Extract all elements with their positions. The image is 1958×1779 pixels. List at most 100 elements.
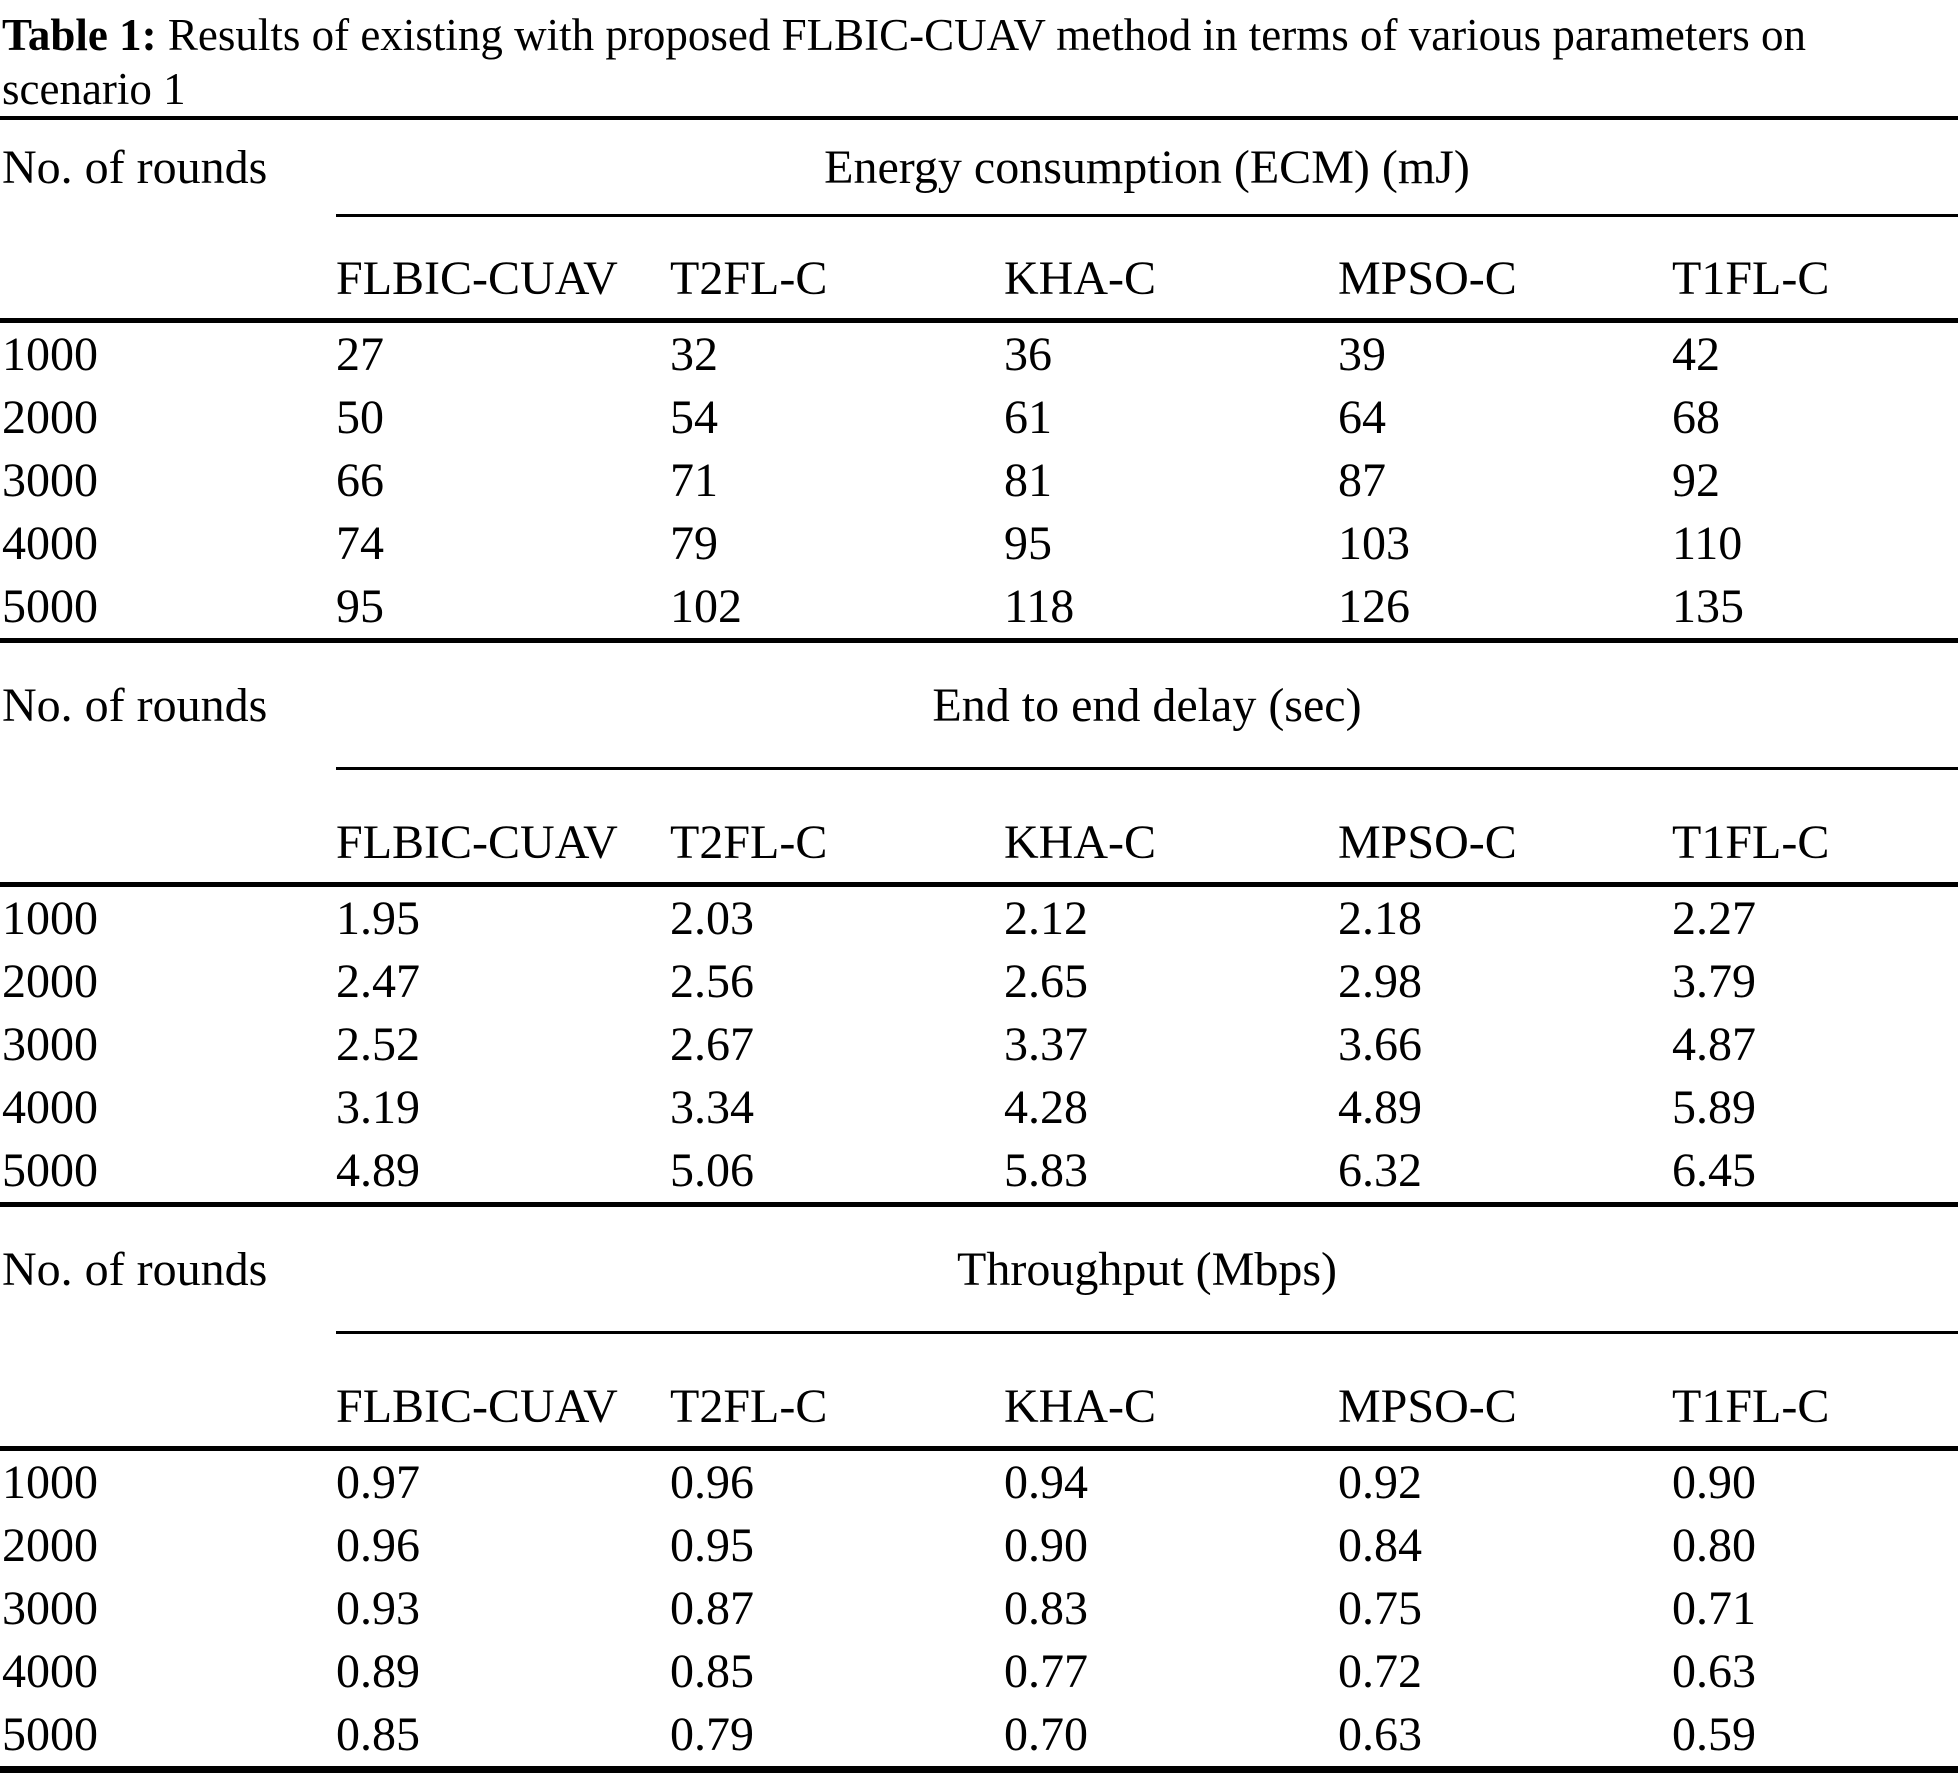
metric-value: 81: [1004, 454, 1052, 507]
metric-value: 4.89: [1338, 1081, 1422, 1134]
metric-value: 2.27: [1672, 892, 1756, 945]
metric-value: 0.75: [1338, 1582, 1422, 1635]
metric-value: 2.67: [670, 1018, 754, 1071]
metric-value: 0.96: [336, 1519, 420, 1572]
metric-value: 71: [670, 454, 718, 507]
data-rows: 1000 1.95 2.03 2.12 2.18 2.27 2000 2.47 2.56 2.65…: [0, 887, 1958, 1202]
round-value: 2000: [2, 1519, 98, 1572]
metric-underline-rule: [336, 214, 1958, 217]
metric-value: 32: [670, 328, 718, 381]
method-column-header: KHA-C: [1004, 1380, 1156, 1433]
metric-value: 118: [1004, 580, 1075, 633]
table-section: No. of rounds End to end delay (sec) FLB…: [0, 643, 1958, 1207]
table-row: 3000 66 71 81 87 92: [0, 449, 1958, 512]
table-caption: Table 1: Results of existing with propos…: [0, 0, 1958, 116]
method-column-header: T2FL-C: [670, 816, 828, 869]
row-axis-label: No. of rounds: [2, 1242, 268, 1296]
table-row: 5000 4.89 5.06 5.83 6.32 6.45: [0, 1139, 1958, 1202]
metric-value: 95: [1004, 517, 1052, 570]
metric-value: 0.94: [1004, 1456, 1088, 1509]
metric-value: 0.96: [670, 1456, 754, 1509]
metric-value: 0.83: [1004, 1582, 1088, 1635]
metric-value: 2.52: [336, 1018, 420, 1071]
table-row: 3000 0.93 0.87 0.83 0.75 0.71: [0, 1577, 1958, 1640]
metric-underline-rule: [336, 767, 1958, 770]
metric-value: 5.06: [670, 1144, 754, 1197]
metric-value: 0.79: [670, 1708, 754, 1761]
metric-value: 3.66: [1338, 1018, 1422, 1071]
metric-value: 0.85: [336, 1708, 420, 1761]
metric-value: 2.65: [1004, 955, 1088, 1008]
method-column-header: MPSO-C: [1338, 252, 1517, 305]
section-bottom-rule: [0, 1202, 1958, 1207]
metric-value: 64: [1338, 391, 1386, 444]
metric-value: 126: [1338, 580, 1410, 633]
metric-underline-wrap: [0, 767, 1958, 770]
column-header-row: FLBIC-CUAV T2FL-C KHA-C MPSO-C T1FL-C: [0, 1334, 1958, 1446]
metric-value: 102: [670, 580, 742, 633]
metric-value: 135: [1672, 580, 1744, 633]
method-column-header: T1FL-C: [1672, 816, 1830, 869]
metric-value: 36: [1004, 328, 1052, 381]
round-value: 5000: [2, 1708, 98, 1761]
round-value: 1000: [2, 1456, 98, 1509]
data-rows: 1000 27 32 36 39 42 2000 50 54 61 64 68 3000 66 71 81 87…: [0, 323, 1958, 638]
metric-value: 0.84: [1338, 1519, 1422, 1572]
metric-value: 0.93: [336, 1582, 420, 1635]
metric-value: 54: [670, 391, 718, 444]
metric-value: 42: [1672, 328, 1720, 381]
table-row: 4000 74 79 95 103 110: [0, 512, 1958, 575]
method-column-header: FLBIC-CUAV: [336, 816, 618, 869]
table-row: 1000 0.97 0.96 0.94 0.92 0.90: [0, 1451, 1958, 1514]
method-column-header: T2FL-C: [670, 252, 828, 305]
column-header-spacer: [0, 870, 336, 882]
method-column-header: T2FL-C: [670, 1380, 828, 1433]
table-top-rule: [0, 116, 1958, 120]
table-caption-label: Table 1:: [2, 10, 157, 60]
section-header-row: No. of rounds Throughput (Mbps): [0, 1207, 1958, 1331]
metric-value: 2.18: [1338, 892, 1422, 945]
metric-value: 0.90: [1672, 1456, 1756, 1509]
table-caption-text: Results of existing with proposed FLBIC-…: [2, 10, 1807, 114]
metric-underline-wrap: [0, 214, 1958, 217]
round-value: 4000: [2, 1645, 98, 1698]
metric-underline-wrap: [0, 1331, 1958, 1334]
metric-value: 2.12: [1004, 892, 1088, 945]
metric-value: 0.72: [1338, 1645, 1422, 1698]
table-row: 1000 27 32 36 39 42: [0, 323, 1958, 386]
table-row: 2000 50 54 61 64 68: [0, 386, 1958, 449]
metric-value: 4.89: [336, 1144, 420, 1197]
metric-value: 0.80: [1672, 1519, 1756, 1572]
metric-title: End to end delay (sec): [932, 678, 1362, 732]
metric-value: 0.77: [1004, 1645, 1088, 1698]
metric-value: 0.90: [1004, 1519, 1088, 1572]
column-header-spacer: [0, 1434, 336, 1446]
metric-value: 79: [670, 517, 718, 570]
data-rows: 1000 0.97 0.96 0.94 0.92 0.90 2000 0.96 0.95 0.90…: [0, 1451, 1958, 1766]
round-value: 3000: [2, 1018, 98, 1071]
method-column-header: T1FL-C: [1672, 1380, 1830, 1433]
method-column-header: KHA-C: [1004, 252, 1156, 305]
column-header-spacer: [0, 306, 336, 318]
header-rule: [0, 318, 1958, 323]
header-rule: [0, 1446, 1958, 1451]
metric-value: 0.97: [336, 1456, 420, 1509]
metric-value: 50: [336, 391, 384, 444]
metric-value: 3.79: [1672, 955, 1756, 1008]
table-row: 1000 1.95 2.03 2.12 2.18 2.27: [0, 887, 1958, 950]
round-value: 1000: [2, 892, 98, 945]
header-rule: [0, 882, 1958, 887]
metric-value: 0.85: [670, 1645, 754, 1698]
metric-value: 5.83: [1004, 1144, 1088, 1197]
column-header-row: FLBIC-CUAV T2FL-C KHA-C MPSO-C T1FL-C: [0, 217, 1958, 318]
round-value: 4000: [2, 1081, 98, 1134]
metric-value: 3.37: [1004, 1018, 1088, 1071]
round-value: 3000: [2, 454, 98, 507]
metric-value: 87: [1338, 454, 1386, 507]
metric-value: 3.34: [670, 1081, 754, 1134]
metric-value: 0.70: [1004, 1708, 1088, 1761]
metric-title: Throughput (Mbps): [957, 1242, 1337, 1296]
metric-value: 110: [1672, 517, 1743, 570]
section-header-row: No. of rounds End to end delay (sec): [0, 643, 1958, 767]
